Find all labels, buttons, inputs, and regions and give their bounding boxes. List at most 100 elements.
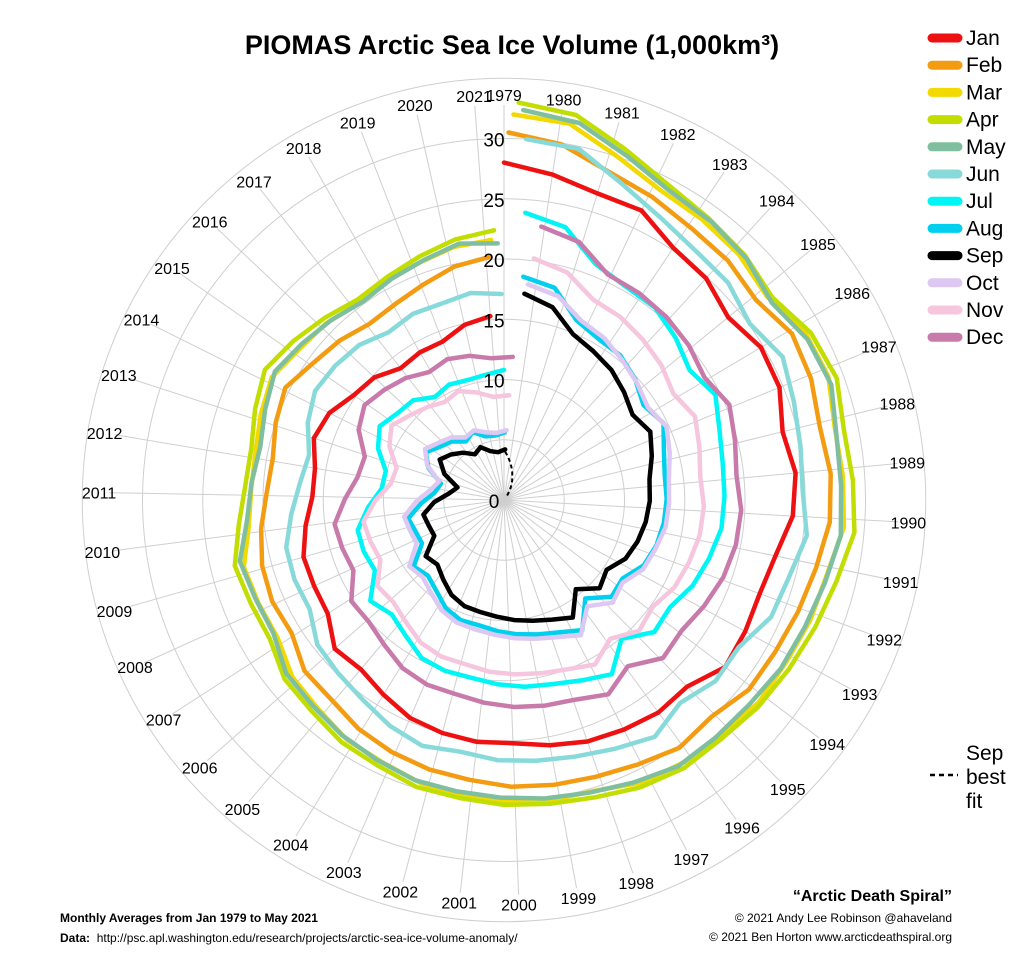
grid-spoke: [179, 273, 505, 501]
legend-label-sep: Sep: [966, 245, 1003, 268]
grid-spoke: [128, 377, 505, 501]
year-label: 1990: [891, 515, 927, 532]
legend-label-best-fit: fit: [966, 790, 983, 813]
range-note: Monthly Averages from Jan 1979 to May 20…: [60, 911, 318, 925]
series-line-apr: [232, 100, 857, 808]
year-label: 2000: [501, 898, 537, 915]
grid-spoke: [459, 499, 505, 893]
year-label: 2010: [85, 545, 121, 562]
credit-block: “Arctic Death Spiral” © 2021 Andy Lee Ro…: [709, 888, 952, 944]
legend-label-best-fit: best: [966, 766, 1006, 789]
year-label: 2006: [182, 760, 218, 777]
grid-spoke: [503, 499, 737, 820]
grid-spoke: [143, 499, 505, 664]
year-labels: 1979 1980 1981 1982 1983 1984 1985 1986 1987 1988…: [82, 88, 926, 915]
legend-label-jan: Jan: [966, 27, 1000, 50]
legend: JanFebMarAprMayJunJulAugSepOctNovDecSepb…: [927, 27, 1006, 813]
year-label: 1994: [809, 737, 845, 754]
legend-label-mar: Mar: [966, 81, 1002, 104]
series-line-sep: [421, 291, 655, 623]
year-label: 2015: [154, 261, 190, 278]
year-label: 1989: [889, 456, 925, 473]
year-label: 1980: [546, 92, 582, 109]
year-label: 1997: [673, 852, 709, 869]
grid-spoke: [503, 250, 811, 501]
year-label: 1995: [770, 782, 806, 799]
grid-spoke: [248, 499, 505, 802]
grid-spoke: [503, 207, 771, 501]
radial-tick-label: 0: [489, 492, 500, 513]
legend-label-apr: Apr: [966, 109, 999, 132]
year-label: 2001: [441, 896, 477, 913]
year-label: 2008: [117, 660, 153, 677]
series-line-dec: [332, 224, 744, 710]
year-label: 2018: [286, 141, 322, 158]
year-label: 2016: [192, 215, 228, 232]
year-label: 2009: [97, 604, 133, 621]
best-fit-group: [504, 451, 514, 497]
year-label: 2014: [124, 312, 160, 329]
year-label: 1996: [724, 821, 760, 838]
grid-spoke: [503, 121, 620, 501]
radial-tick-label: 10: [483, 372, 504, 393]
series-lines: [232, 100, 857, 808]
year-label: 2019: [340, 115, 376, 132]
data-url[interactable]: http://psc.apl.washington.edu/research/p…: [96, 931, 518, 945]
legend-label-may: May: [966, 136, 1006, 159]
legend-label-oct: Oct: [966, 272, 999, 295]
year-label: 1986: [834, 286, 870, 303]
year-label: 1987: [861, 340, 897, 357]
year-label: 2005: [225, 802, 261, 819]
grid-spoke: [360, 131, 505, 501]
year-label: 1993: [842, 687, 878, 704]
chart-title: PIOMAS Arctic Sea Ice Volume (1,000km³): [245, 30, 779, 60]
year-label: 1979: [486, 88, 522, 105]
year-label: 2002: [383, 885, 419, 902]
legend-label-nov: Nov: [966, 299, 1004, 322]
year-label: 2003: [326, 865, 362, 882]
year-label: 1992: [866, 632, 902, 649]
legend-label-aug: Aug: [966, 217, 1003, 240]
grid-spoke: [503, 499, 782, 783]
grid-spoke: [259, 188, 505, 501]
year-label: 1998: [618, 876, 654, 893]
year-label: 1982: [660, 127, 696, 144]
year-label: 2021: [456, 89, 492, 106]
grid-spoke: [112, 499, 505, 552]
year-label: 1988: [880, 397, 916, 414]
footer-data-source: Data: http://psc.apl.washington.edu/rese…: [60, 931, 518, 945]
legend-label-feb: Feb: [966, 54, 1002, 77]
year-label: 2017: [236, 174, 272, 191]
sep-best-fit-line: [504, 451, 514, 497]
series-line-jul: [355, 210, 727, 690]
year-label: 2020: [397, 98, 433, 115]
year-label: 1991: [883, 575, 919, 592]
legend-label-jul: Jul: [966, 190, 993, 213]
credit-title: “Arctic Death Spiral”: [792, 888, 952, 905]
grid-spoke: [503, 499, 520, 895]
radial-tick-label: 15: [483, 311, 504, 332]
radial-tick-label: 30: [483, 131, 504, 152]
series-line-nov: [361, 256, 707, 677]
legend-label-best-fit: Sep: [966, 742, 1003, 765]
series-line-jun: [283, 136, 810, 763]
year-label: 1984: [759, 194, 795, 211]
grid-ring: [81, 77, 927, 923]
series-line-jan: [301, 160, 798, 748]
grid-spoke: [402, 499, 505, 882]
year-label: 1985: [800, 237, 836, 254]
year-label: 2004: [273, 837, 309, 854]
grid-spoke: [503, 499, 852, 690]
grid-spoke: [308, 156, 505, 501]
grid-spoke: [474, 106, 505, 501]
series-line-feb: [258, 130, 833, 789]
radial-tick-label: 25: [483, 191, 504, 212]
year-label: 1999: [561, 891, 597, 908]
radial-tick-labels: 0 10 15 20 25 30: [483, 131, 504, 514]
grid-spoke: [171, 499, 505, 715]
year-label: 2013: [101, 368, 137, 385]
grid-spoke: [503, 499, 578, 889]
credit-line-1: © 2021 Andy Lee Robinson @ahaveland: [734, 911, 952, 925]
year-label: 2011: [82, 486, 117, 503]
